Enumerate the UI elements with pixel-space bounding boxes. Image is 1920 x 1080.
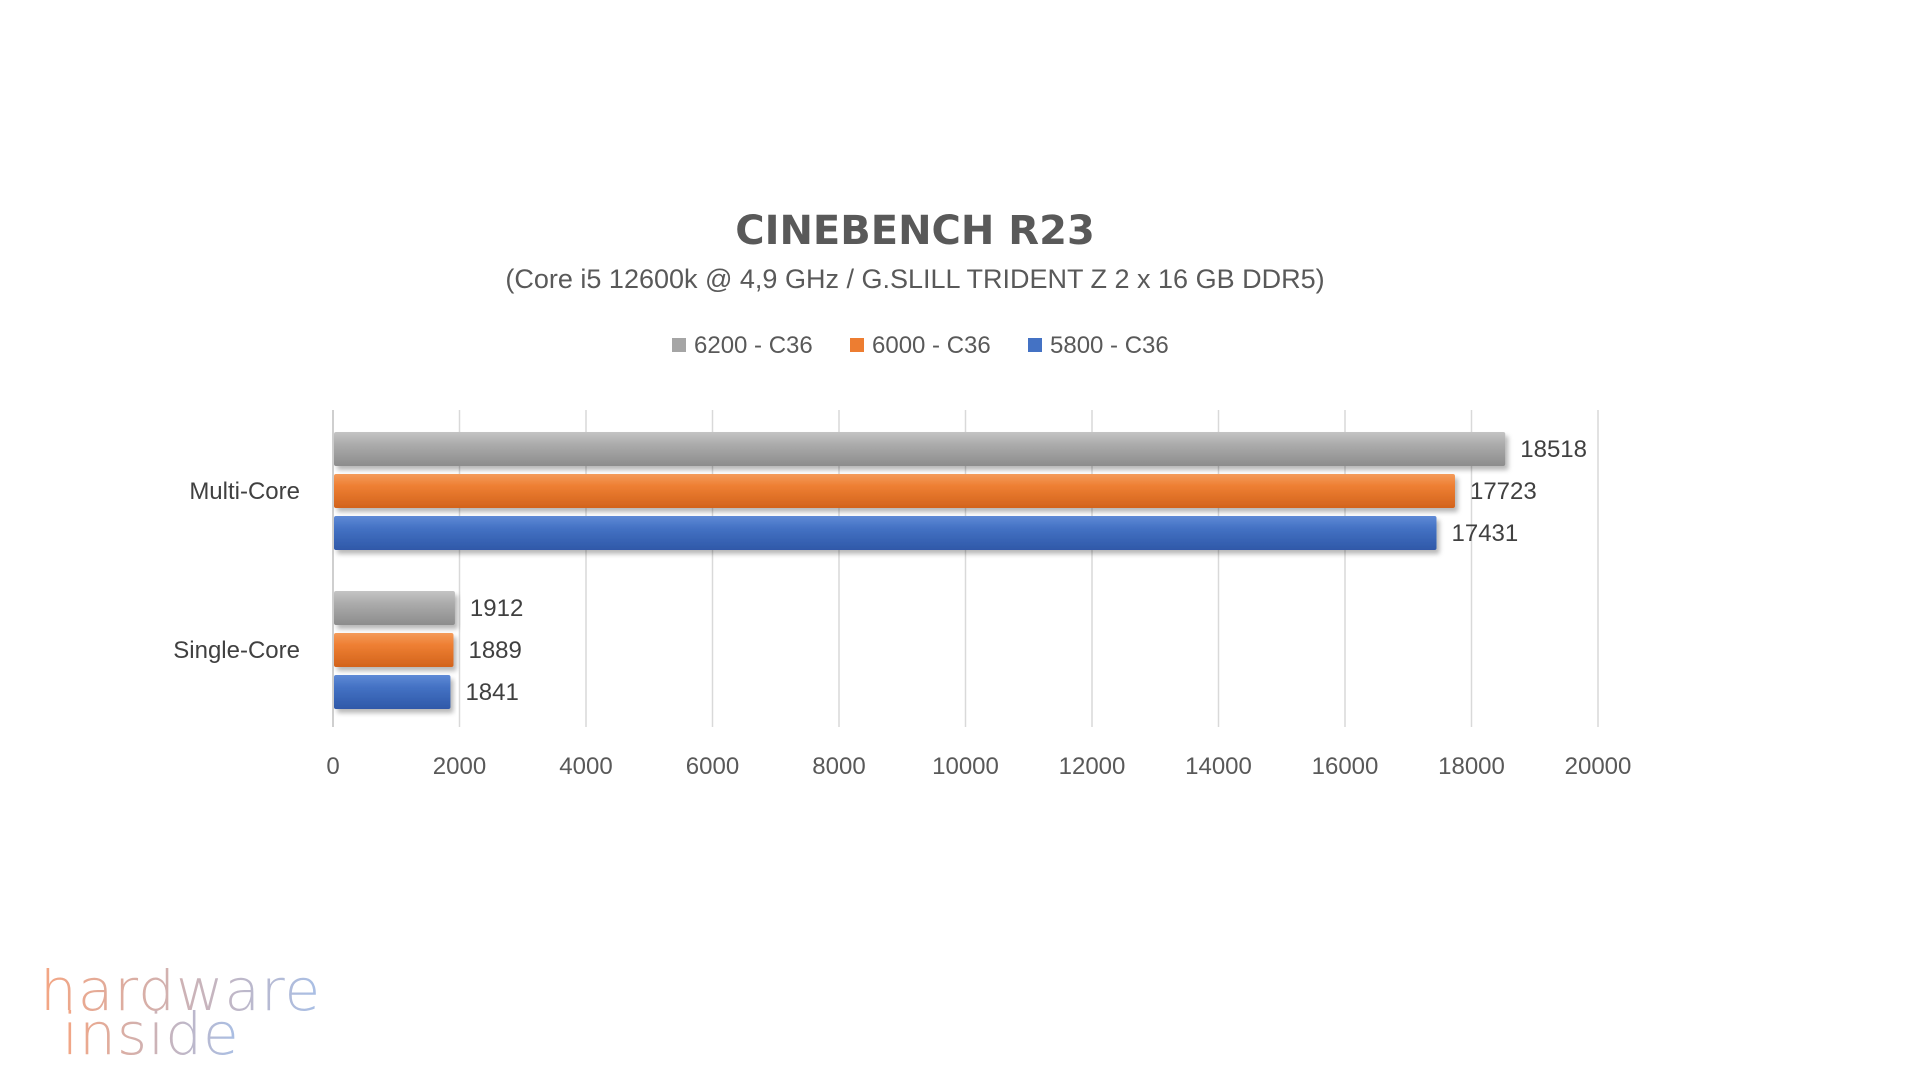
bar (334, 591, 455, 625)
category-label: Multi-Core (189, 478, 300, 505)
legend-label: 6000 - C36 (872, 332, 991, 359)
svg-text:hardware: hardware (40, 968, 321, 1024)
x-tick-label: 14000 (1185, 753, 1252, 780)
category-label: Single-Core (173, 637, 300, 664)
data-label: 18518 (1520, 436, 1587, 463)
x-tick-label: 10000 (932, 753, 999, 780)
bar (334, 633, 454, 667)
legend-label: 5800 - C36 (1050, 332, 1169, 359)
data-label: 17431 (1452, 520, 1519, 547)
legend-swatch (1028, 338, 1042, 352)
x-tick-label: 20000 (1565, 753, 1632, 780)
bars (334, 432, 1506, 709)
bar (334, 432, 1506, 466)
chart-subtitle: (Core i5 12600k @ 4,9 GHz / G.SLILL TRID… (505, 264, 1324, 294)
bar (334, 516, 1437, 550)
x-tick-label: 16000 (1312, 753, 1379, 780)
bar (334, 474, 1455, 508)
chart-title: CINEBENCH R23 (735, 208, 1095, 254)
data-label: 1889 (468, 637, 521, 664)
x-tick-label: 18000 (1438, 753, 1505, 780)
x-tick-label: 2000 (433, 753, 486, 780)
data-label: 1841 (465, 679, 518, 706)
x-tick-label: 6000 (686, 753, 739, 780)
bar (334, 675, 451, 709)
legend-label: 6200 - C36 (694, 332, 813, 359)
legend-swatch (850, 338, 864, 352)
legend: 6200 - C36 6000 - C36 5800 - C36 (672, 332, 1169, 359)
x-tick-label: 0 (326, 753, 339, 780)
x-tick-label: 12000 (1059, 753, 1126, 780)
data-label: 17723 (1470, 478, 1537, 505)
labels: 0 2000 4000 6000 8000 10000 12000 14000 16000 180… (173, 436, 1631, 780)
hardware-inside-logo: hardware inside (40, 968, 321, 1058)
data-label: 1912 (470, 595, 523, 622)
legend-swatch (672, 338, 686, 352)
svg-text:inside: inside (62, 1000, 240, 1058)
x-tick-label: 8000 (812, 753, 865, 780)
x-tick-label: 4000 (559, 753, 612, 780)
